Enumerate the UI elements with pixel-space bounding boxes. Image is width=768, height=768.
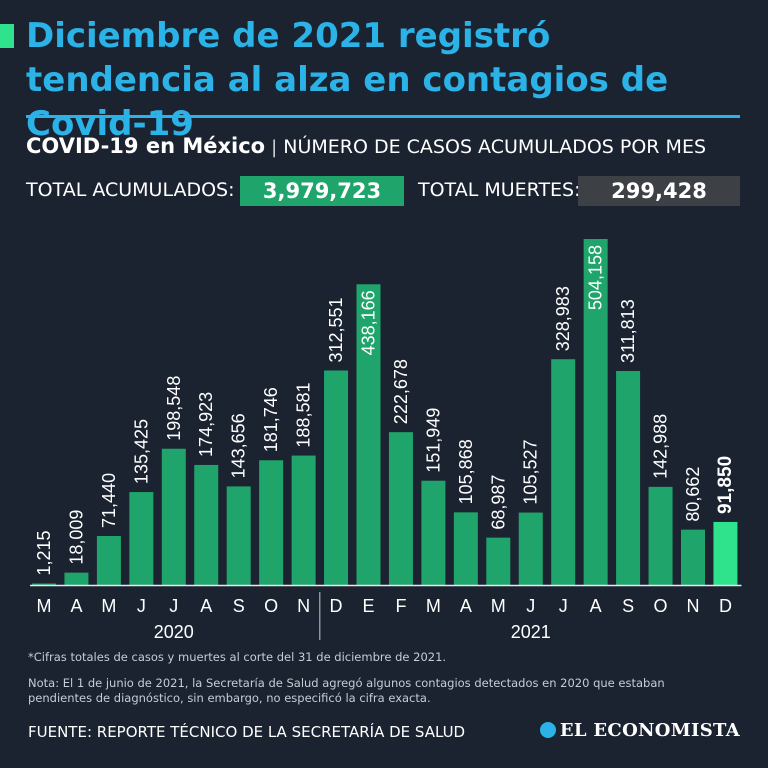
total-deaths-value: 299,428 xyxy=(578,176,740,206)
month-label-14: M xyxy=(491,596,506,616)
month-label-1: A xyxy=(70,596,82,616)
title-rule xyxy=(26,115,740,118)
totals-row: TOTAL ACUMULADOS: 3,979,723 TOTAL MUERTE… xyxy=(26,176,742,206)
bar-value-label-5: 174,923 xyxy=(196,392,216,457)
brand-icon xyxy=(539,722,556,738)
bar-13 xyxy=(453,512,478,585)
year-label-1: 2021 xyxy=(511,622,551,642)
source-text: FUENTE: REPORTE TÉCNICO DE LA SECRETARÍA… xyxy=(28,723,466,741)
bar-19 xyxy=(648,486,673,585)
bar-10 xyxy=(356,284,381,585)
bar-value-label-2: 71,440 xyxy=(99,473,119,528)
bar-2 xyxy=(96,535,121,585)
bar-6 xyxy=(226,486,251,585)
month-label-7: O xyxy=(264,596,278,616)
bar-value-label-6: 143,656 xyxy=(229,413,249,478)
bar-7 xyxy=(259,460,284,585)
subtitle-bold: COVID-19 en México xyxy=(26,134,266,158)
subtitle: COVID-19 en México | NÚMERO DE CASOS ACU… xyxy=(26,134,706,158)
bar-20 xyxy=(681,529,705,585)
bar-11 xyxy=(388,432,413,585)
accent-bar xyxy=(0,24,14,48)
bar-value-label-14: 68,987 xyxy=(488,475,508,530)
bar-value-label-9: 312,551 xyxy=(326,297,346,362)
total-deaths-label: TOTAL MUERTES: xyxy=(418,179,581,201)
brand-logo: EL ECONOMISTA xyxy=(539,720,740,741)
bar-value-label-4: 198,548 xyxy=(164,376,184,441)
bar-17 xyxy=(583,239,608,585)
month-label-9: D xyxy=(330,596,343,616)
bar-value-label-0: 1,215 xyxy=(34,530,54,575)
bar-value-label-19: 142,988 xyxy=(651,414,671,479)
month-label-18: S xyxy=(622,596,634,616)
bar-value-label-11: 222,678 xyxy=(391,359,411,424)
bar-12 xyxy=(421,480,446,585)
brand-name: EL ECONOMISTA xyxy=(559,720,740,741)
bar-value-label-10: 438,166 xyxy=(359,290,379,355)
bar-15 xyxy=(518,512,543,585)
total-cases-label: TOTAL ACUMULADOS: xyxy=(26,179,235,201)
bar-8 xyxy=(291,455,316,585)
bar-value-label-7: 181,746 xyxy=(261,387,281,452)
bar-5 xyxy=(194,464,219,585)
month-label-10: E xyxy=(362,596,374,616)
month-label-16: J xyxy=(559,596,568,616)
total-cases-value: 3,979,723 xyxy=(240,176,404,206)
bar-value-label-15: 105,527 xyxy=(521,439,541,504)
bar-value-label-3: 135,425 xyxy=(131,419,151,484)
bar-value-label-1: 18,009 xyxy=(66,510,86,565)
note-line-1: Nota: El 1 de junio de 2021, la Secretar… xyxy=(28,676,665,690)
month-label-12: M xyxy=(426,596,441,616)
bar-value-label-17: 504,158 xyxy=(586,245,606,310)
bar-value-label-20: 80,662 xyxy=(683,467,703,522)
month-label-4: J xyxy=(169,596,178,616)
month-label-11: F xyxy=(395,596,406,616)
month-label-17: A xyxy=(590,596,602,616)
bar-18 xyxy=(616,371,641,585)
month-label-5: A xyxy=(200,596,212,616)
bar-value-label-8: 188,581 xyxy=(294,383,314,448)
bar-1 xyxy=(64,572,89,585)
bar-4 xyxy=(161,448,186,585)
month-label-2: M xyxy=(101,596,116,616)
bar-value-label-18: 311,813 xyxy=(618,299,638,363)
month-label-6: S xyxy=(233,596,245,616)
bar-value-label-16: 328,983 xyxy=(553,286,573,351)
bar-21 xyxy=(713,521,738,585)
month-label-8: N xyxy=(297,596,310,616)
subtitle-separator: | xyxy=(271,137,278,158)
year-label-0: 2020 xyxy=(154,622,194,642)
month-label-20: N xyxy=(687,596,700,616)
month-label-15: J xyxy=(526,596,535,616)
bar-value-label-21: 91,850 xyxy=(715,456,736,514)
headline: Diciembre de 2021 registró tendencia al … xyxy=(26,16,669,144)
bar-9 xyxy=(324,370,349,585)
month-label-0: M xyxy=(37,596,52,616)
bar-0 xyxy=(32,583,56,585)
note-line-2: pendientes de diagnóstico, sin embargo, … xyxy=(28,691,431,705)
asterisk-note: *Cifras totales de casos y muertes al co… xyxy=(28,650,447,664)
bar-value-label-13: 105,868 xyxy=(456,439,476,504)
month-label-3: J xyxy=(137,596,146,616)
month-label-13: A xyxy=(460,596,472,616)
month-label-21: D xyxy=(719,596,732,616)
bar-14 xyxy=(486,537,511,585)
month-label-19: O xyxy=(654,596,668,616)
bar-16 xyxy=(551,359,576,585)
bar-3 xyxy=(129,492,154,585)
bar-value-label-12: 151,949 xyxy=(423,408,443,473)
bar-chart: 1,215 M 18,009 A 71,440 M 135,425 J 198,548 J 174,… xyxy=(30,239,742,642)
subtitle-rest: NÚMERO DE CASOS ACUMULADOS POR MES xyxy=(283,136,707,158)
